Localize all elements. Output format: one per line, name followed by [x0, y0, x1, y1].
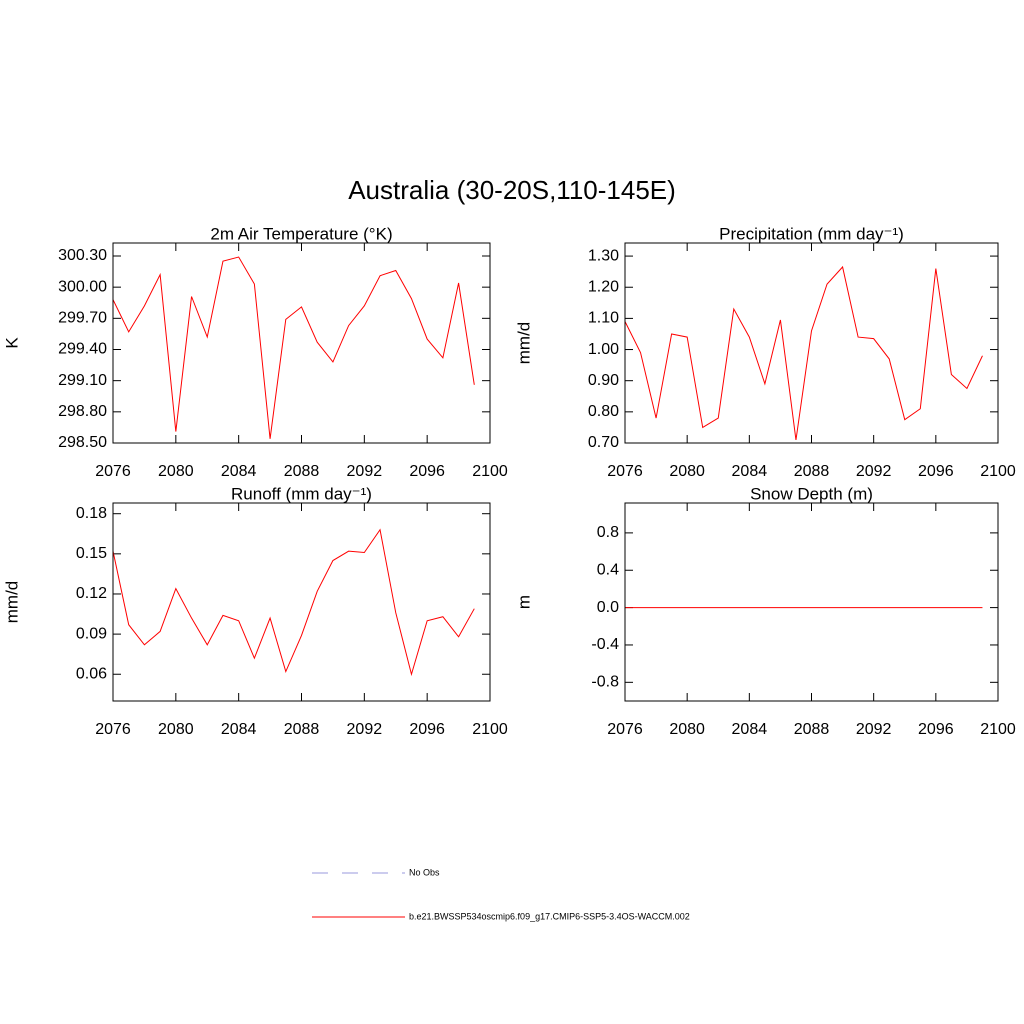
- y-axis-label: m: [514, 595, 533, 609]
- y-axis-label: mm/d: [514, 322, 533, 365]
- y-tick-label: 298.80: [58, 403, 107, 420]
- panel-title: Snow Depth (m): [750, 484, 873, 503]
- x-tick-label: 2076: [95, 721, 131, 738]
- x-tick-label: 2092: [347, 721, 383, 738]
- data-line: [112, 256, 475, 439]
- plot-frame: [112, 242, 491, 444]
- x-tick-label: 2096: [409, 463, 445, 480]
- y-tick-label: 0.4: [597, 561, 619, 578]
- panel-title: 2m Air Temperature (°K): [210, 224, 392, 243]
- y-tick-label: 299.10: [58, 372, 107, 389]
- x-tick-label: 2076: [95, 463, 131, 480]
- y-tick-label: 300.30: [58, 247, 107, 264]
- x-tick-label: 2076: [607, 463, 643, 480]
- data-line: [624, 265, 983, 440]
- y-tick-label: 1.20: [588, 278, 619, 295]
- y-tick-label: 300.00: [58, 278, 107, 295]
- x-tick-label: 2088: [284, 721, 320, 738]
- data-line: [112, 528, 475, 677]
- y-axis-label: mm/d: [2, 581, 21, 624]
- x-tick-label: 2100: [472, 463, 508, 480]
- plot-frame: [624, 242, 999, 444]
- x-tick-label: 2088: [284, 463, 320, 480]
- x-tick-label: 2096: [918, 463, 954, 480]
- y-tick-label: -0.4: [591, 636, 619, 653]
- x-tick-label: 2076: [607, 721, 643, 738]
- x-tick-label: 2084: [221, 721, 257, 738]
- y-tick-label: 0.70: [588, 434, 619, 451]
- y-tick-label: 299.70: [58, 310, 107, 327]
- x-tick-label: 2080: [158, 463, 194, 480]
- plot-frame: [624, 502, 999, 702]
- y-tick-label: 298.50: [58, 434, 107, 451]
- y-tick-label: 1.00: [588, 341, 619, 358]
- panel-title: Precipitation (mm day⁻¹): [719, 224, 904, 243]
- figure-title: Australia (30-20S,110-145E): [348, 175, 676, 205]
- y-tick-label: 299.40: [58, 341, 107, 358]
- y-tick-label: 1.10: [588, 310, 619, 327]
- y-tick-label: 0.06: [76, 665, 107, 682]
- x-tick-label: 2080: [158, 721, 194, 738]
- y-tick-label: 0.09: [76, 625, 107, 642]
- x-tick-label: 2096: [918, 721, 954, 738]
- y-tick-label: 0.12: [76, 585, 107, 602]
- y-tick-label: 0.15: [76, 545, 107, 562]
- y-axis-label: K: [2, 337, 21, 349]
- x-tick-label: 2092: [856, 463, 892, 480]
- y-tick-label: 0.80: [588, 403, 619, 420]
- x-tick-label: 2092: [856, 721, 892, 738]
- y-tick-label: 0.0: [597, 599, 619, 616]
- y-tick-label: 1.30: [588, 247, 619, 264]
- x-tick-label: 2100: [980, 463, 1016, 480]
- x-tick-label: 2084: [732, 721, 768, 738]
- x-tick-label: 2088: [794, 721, 830, 738]
- y-tick-label: -0.8: [591, 674, 619, 691]
- x-tick-label: 2088: [794, 463, 830, 480]
- y-tick-label: 0.18: [76, 505, 107, 522]
- legend-label: b.e21.BWSSP534oscmip6.f09_g17.CMIP6-SSP5…: [409, 911, 690, 921]
- plot-frame: [112, 502, 491, 702]
- legend-label: No Obs: [409, 867, 440, 877]
- x-tick-label: 2080: [669, 721, 705, 738]
- x-tick-label: 2084: [221, 463, 257, 480]
- x-tick-label: 2100: [472, 721, 508, 738]
- x-tick-label: 2084: [732, 463, 768, 480]
- x-tick-label: 2080: [669, 463, 705, 480]
- y-tick-label: 0.90: [588, 372, 619, 389]
- panel-title: Runoff (mm day⁻¹): [231, 484, 372, 503]
- x-tick-label: 2100: [980, 721, 1016, 738]
- y-tick-label: 0.8: [597, 524, 619, 541]
- x-tick-label: 2096: [409, 721, 445, 738]
- x-tick-label: 2092: [347, 463, 383, 480]
